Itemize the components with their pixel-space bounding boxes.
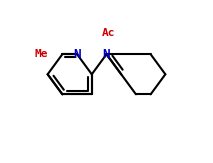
Text: Me: Me — [34, 49, 48, 59]
Text: N: N — [73, 48, 81, 61]
Text: N: N — [103, 48, 110, 61]
Text: Ac: Ac — [102, 28, 115, 38]
